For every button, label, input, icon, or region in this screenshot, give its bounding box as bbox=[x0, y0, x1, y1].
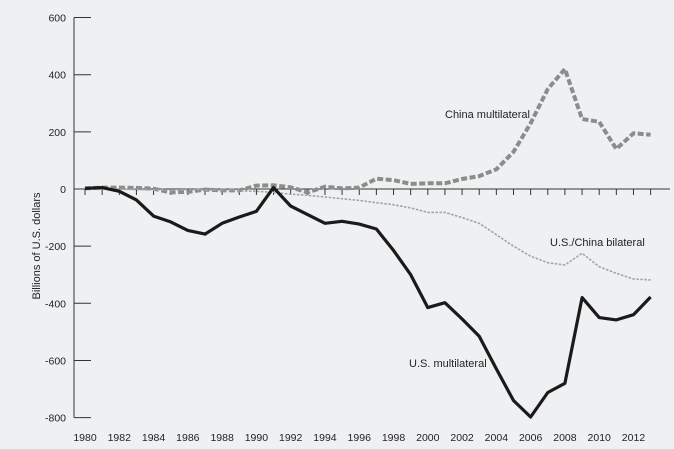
x-tick-label-1988: 1988 bbox=[210, 432, 234, 444]
x-tick-label-1994: 1994 bbox=[313, 432, 337, 444]
x-tick-label-1998: 1998 bbox=[382, 432, 406, 444]
y-tick-label-400: 400 bbox=[48, 70, 66, 82]
annotation-us-china-bilateral: U.S./China bilateral bbox=[550, 237, 645, 249]
y-axis-title: Billions of U.S. dollars bbox=[31, 192, 43, 299]
annotation-china-multilateral: China multilateral bbox=[445, 109, 530, 121]
x-tick-label-2006: 2006 bbox=[519, 432, 543, 444]
x-tick-label-1982: 1982 bbox=[108, 432, 132, 444]
x-tick-label-1986: 1986 bbox=[176, 432, 200, 444]
x-tick-label-1992: 1992 bbox=[279, 432, 303, 444]
y-tick-label-600: 600 bbox=[48, 13, 66, 25]
x-tick-label-2002: 2002 bbox=[450, 432, 474, 444]
y-tick-label--600: -600 bbox=[45, 355, 66, 367]
annotation-layer: China multilateral U.S./China bilateral … bbox=[409, 109, 645, 370]
x-tick-label-2000: 2000 bbox=[416, 432, 440, 444]
x-tick-label-1996: 1996 bbox=[348, 432, 372, 444]
series-line-u-s-multilateral bbox=[84, 186, 652, 419]
series-line-china-multilateral bbox=[84, 67, 651, 195]
x-tick-label-2004: 2004 bbox=[485, 432, 509, 444]
y-axis: -800 -600 -400 -200 0 200 400 600 bbox=[45, 13, 91, 425]
y-tick-label--800: -800 bbox=[45, 413, 66, 425]
series-layer bbox=[84, 67, 652, 419]
x-tick-label-2010: 2010 bbox=[588, 432, 612, 444]
y-tick-label-200: 200 bbox=[48, 127, 66, 139]
annotation-us-multilateral: U.S. multilateral bbox=[409, 358, 487, 370]
x-tick-label-1980: 1980 bbox=[73, 432, 97, 444]
y-tick-label-0: 0 bbox=[60, 184, 66, 196]
x-tick-label-1990: 1990 bbox=[245, 432, 269, 444]
x-tick-label-2008: 2008 bbox=[553, 432, 577, 444]
series-line-u-s-china-bilateral bbox=[85, 188, 651, 281]
y-tick-label--400: -400 bbox=[45, 298, 66, 310]
x-tick-label-2012: 2012 bbox=[622, 432, 646, 444]
y-tick-label--200: -200 bbox=[45, 241, 66, 253]
x-tick-label-1984: 1984 bbox=[142, 432, 166, 444]
